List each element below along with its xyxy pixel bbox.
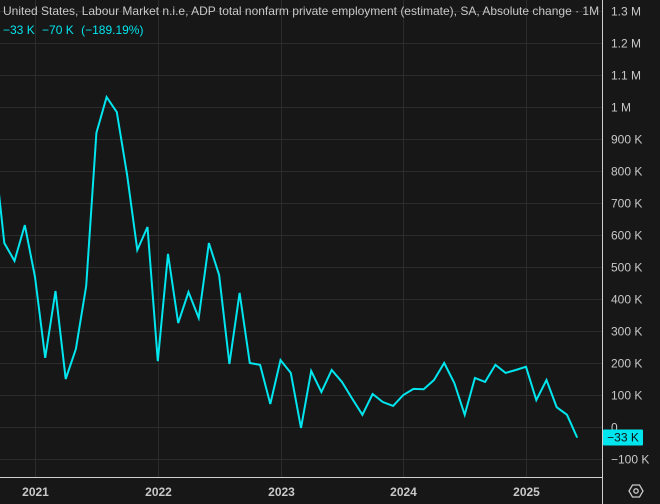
svg-text:−33 K: −33 K (607, 431, 639, 445)
y-tick-label: 100 K (611, 389, 642, 403)
y-axis: 1.3 M 1.2 M 1.1 M 1 M 900 K 800 K 700 K 600 K 50… (611, 5, 649, 467)
y-tick-label: −100 K (611, 453, 649, 467)
settings-button[interactable] (628, 484, 644, 498)
x-tick-label: 2022 (145, 485, 172, 499)
gear-hexagon-icon (628, 484, 644, 498)
y-tick-label: 600 K (611, 229, 642, 243)
last-value-badge: −33 K (603, 429, 643, 446)
x-tick-label: 2025 (513, 485, 540, 499)
x-tick-label: 2024 (390, 485, 417, 499)
y-tick-label: 200 K (611, 357, 642, 371)
y-tick-label: 400 K (611, 293, 642, 307)
y-tick-label: 800 K (611, 165, 642, 179)
last-value: −33 K (3, 23, 35, 37)
x-tick-label: 2023 (268, 485, 295, 499)
y-tick-label: 500 K (611, 261, 642, 275)
y-tick-label: 1.1 M (611, 69, 641, 83)
change-percent: (−189.19%) (81, 23, 144, 37)
y-tick-label: 1.3 M (611, 5, 641, 19)
x-axis: 2021 2022 2023 2024 2025 (22, 485, 540, 499)
y-tick-label: 1 M (611, 101, 631, 115)
y-tick-label: 900 K (611, 133, 642, 147)
value-summary: −33 K −70 K (−189.19%) (3, 23, 147, 37)
chart-title: United States, Labour Market n.i.e, ADP … (3, 4, 600, 18)
change-value: −70 K (42, 23, 74, 37)
y-tick-label: 700 K (611, 197, 642, 211)
y-tick-label: 300 K (611, 325, 642, 339)
x-tick-label: 2021 (22, 485, 49, 499)
y-tick-label: 0 (611, 421, 618, 435)
y-tick-label: 1.2 M (611, 37, 641, 51)
series-line (0, 94, 579, 439)
